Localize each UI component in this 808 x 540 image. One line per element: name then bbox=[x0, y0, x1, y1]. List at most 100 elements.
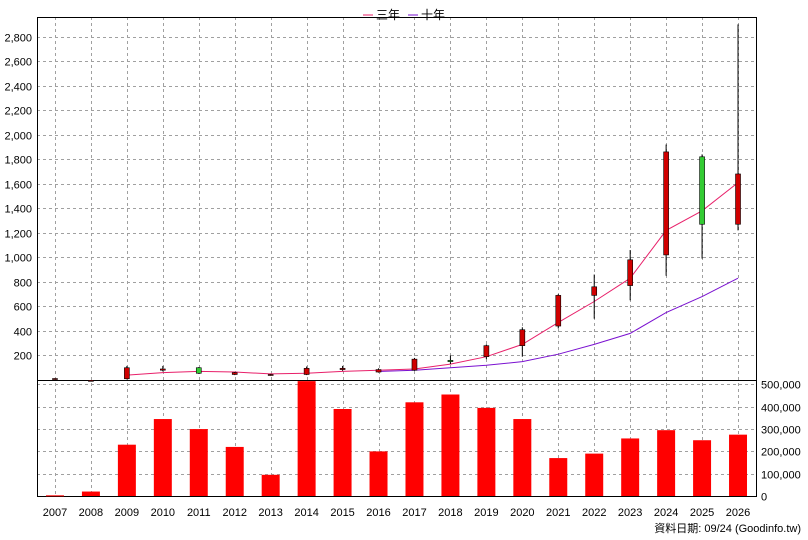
series-line bbox=[126, 182, 739, 376]
volume-bar bbox=[621, 438, 640, 496]
series-line bbox=[378, 277, 739, 372]
candle-body bbox=[555, 295, 562, 327]
candle-body bbox=[627, 259, 633, 286]
candle-body bbox=[483, 345, 490, 357]
price-tick-label: 1,400 bbox=[4, 204, 32, 216]
volume-bar bbox=[693, 440, 712, 496]
candle bbox=[339, 365, 346, 371]
plot-frame bbox=[37, 17, 757, 497]
volume-bar bbox=[153, 419, 172, 496]
candle-body bbox=[160, 368, 166, 371]
candle-body bbox=[447, 360, 454, 362]
volume-panel-frame bbox=[37, 380, 757, 497]
legend: 三年 十年 bbox=[363, 8, 445, 22]
candle-body bbox=[124, 367, 130, 380]
candle-body bbox=[195, 367, 202, 374]
price-tick-label: 800 bbox=[14, 278, 32, 290]
candle bbox=[591, 274, 598, 319]
legend-label: 三年 bbox=[376, 8, 400, 22]
volume-bar bbox=[657, 430, 676, 496]
candle-body bbox=[411, 358, 418, 371]
axis-labels: 200 400 600 800 1,000 1,200 1,400 1,600 1,800 2,0… bbox=[4, 33, 800, 520]
x-tick-label: 2009 bbox=[115, 507, 139, 519]
x-tick-label: 2018 bbox=[438, 507, 462, 519]
price-tick-label: 1,000 bbox=[4, 253, 32, 265]
volume-bar bbox=[369, 451, 388, 496]
volume-bar bbox=[513, 419, 532, 496]
candle bbox=[375, 368, 382, 373]
candle bbox=[195, 367, 202, 374]
candle bbox=[555, 294, 562, 329]
volume-tick-label: 0 bbox=[761, 492, 767, 504]
candle-body bbox=[663, 151, 669, 256]
candle bbox=[483, 344, 490, 360]
price-tick-label: 2,600 bbox=[4, 57, 32, 69]
price-tick-label: 1,200 bbox=[4, 229, 32, 241]
volume-tick-label: 200,000 bbox=[761, 447, 801, 459]
volume-bar bbox=[729, 434, 748, 496]
x-tick-label: 2012 bbox=[222, 507, 246, 519]
volume-bar bbox=[189, 429, 208, 496]
x-tick-label: 2025 bbox=[690, 507, 714, 519]
grid-layer bbox=[37, 17, 756, 496]
candle bbox=[52, 378, 58, 380]
legend-label: 十年 bbox=[421, 8, 445, 22]
candle bbox=[303, 366, 310, 376]
volume-bars bbox=[45, 381, 748, 497]
volume-bar bbox=[477, 407, 496, 496]
x-tick-label: 2020 bbox=[510, 507, 534, 519]
price-tick-label: 400 bbox=[14, 327, 32, 339]
candle-body bbox=[267, 374, 274, 376]
candle bbox=[160, 365, 166, 372]
candlesticks bbox=[52, 24, 741, 382]
volume-bar bbox=[585, 453, 604, 496]
candle bbox=[627, 250, 633, 301]
volume-tick-label: 500,000 bbox=[761, 380, 801, 392]
price-tick-label: 2,200 bbox=[4, 106, 32, 118]
x-tick-label: 2014 bbox=[294, 507, 318, 519]
candle-body bbox=[231, 372, 238, 375]
volume-bar bbox=[261, 474, 280, 496]
volume-bar bbox=[81, 491, 100, 496]
source-note: 資料日期: 09/24 (Goodinfo.tw) bbox=[654, 521, 801, 535]
price-tick-label: 600 bbox=[14, 302, 32, 314]
x-tick-label: 2011 bbox=[187, 507, 211, 519]
candle-body bbox=[52, 378, 58, 380]
candle bbox=[267, 373, 274, 376]
x-tick-label: 2024 bbox=[654, 507, 678, 519]
volume-bar bbox=[117, 444, 136, 496]
candle bbox=[663, 144, 669, 276]
x-tick-label: 2010 bbox=[151, 507, 175, 519]
volume-bar bbox=[225, 446, 244, 496]
x-tick-label: 2023 bbox=[618, 507, 642, 519]
price-tick-label: 1,600 bbox=[4, 180, 32, 192]
candle bbox=[447, 355, 454, 365]
candle-body bbox=[519, 329, 526, 346]
volume-bar bbox=[405, 402, 424, 496]
x-tick-label: 2021 bbox=[546, 507, 570, 519]
volume-bar bbox=[441, 394, 460, 496]
x-tick-label: 2015 bbox=[330, 507, 354, 519]
x-tick-label: 2019 bbox=[474, 507, 498, 519]
candle-body bbox=[375, 369, 382, 373]
x-tick-label: 2008 bbox=[79, 507, 103, 519]
volume-tick-label: 400,000 bbox=[761, 403, 801, 415]
x-tick-label: 2013 bbox=[258, 507, 282, 519]
price-tick-label: 200 bbox=[14, 351, 32, 363]
volume-tick-label: 100,000 bbox=[761, 470, 801, 482]
price-tick-label: 1,800 bbox=[4, 155, 32, 167]
candle-body bbox=[88, 380, 94, 382]
candle-body bbox=[699, 156, 705, 225]
candle bbox=[231, 372, 238, 376]
moving-average-lines bbox=[126, 182, 739, 376]
x-tick-label: 2016 bbox=[366, 507, 390, 519]
x-tick-label: 2022 bbox=[582, 507, 606, 519]
price-tick-label: 2,000 bbox=[4, 131, 32, 143]
candle bbox=[88, 380, 94, 382]
volume-bar bbox=[297, 381, 316, 496]
price-tick-label: 2,400 bbox=[4, 82, 32, 94]
candle-body bbox=[591, 286, 598, 296]
candle bbox=[519, 327, 526, 357]
candle-body bbox=[735, 173, 741, 225]
